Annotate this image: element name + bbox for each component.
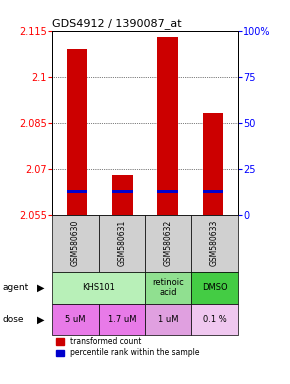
Bar (52, 215, 99, 272)
Bar (67, 190, 87, 194)
Bar (203, 113, 223, 215)
Bar (52, 272, 145, 304)
Legend: transformed count, percentile rank within the sample: transformed count, percentile rank withi… (56, 337, 199, 358)
Text: 5 uM: 5 uM (65, 315, 86, 324)
Text: KHS101: KHS101 (82, 283, 115, 292)
Bar (191, 215, 238, 272)
Text: retinoic
acid: retinoic acid (152, 278, 184, 298)
Bar (67, 49, 87, 215)
Bar (191, 272, 238, 304)
Bar (145, 215, 191, 272)
Text: GDS4912 / 1390087_at: GDS4912 / 1390087_at (52, 18, 182, 30)
Text: GSM580632: GSM580632 (164, 220, 173, 266)
Bar (145, 272, 191, 304)
Text: 1.7 uM: 1.7 uM (108, 315, 136, 324)
Text: ▶: ▶ (37, 283, 44, 293)
Bar (99, 215, 145, 272)
Bar (203, 190, 223, 194)
Bar (112, 175, 133, 215)
Bar (157, 190, 178, 194)
Text: 0.1 %: 0.1 % (203, 315, 226, 324)
Text: GSM580633: GSM580633 (210, 220, 219, 266)
Bar (52, 304, 99, 335)
Text: 1 uM: 1 uM (158, 315, 178, 324)
Bar (145, 304, 191, 335)
Text: dose: dose (3, 315, 24, 324)
Bar (99, 304, 145, 335)
Text: agent: agent (3, 283, 29, 292)
Bar (191, 304, 238, 335)
Text: DMSO: DMSO (202, 283, 227, 292)
Bar (112, 190, 133, 194)
Text: GSM580630: GSM580630 (71, 220, 80, 266)
Text: GSM580631: GSM580631 (117, 220, 126, 266)
Text: ▶: ▶ (37, 314, 44, 324)
Bar (157, 37, 178, 215)
